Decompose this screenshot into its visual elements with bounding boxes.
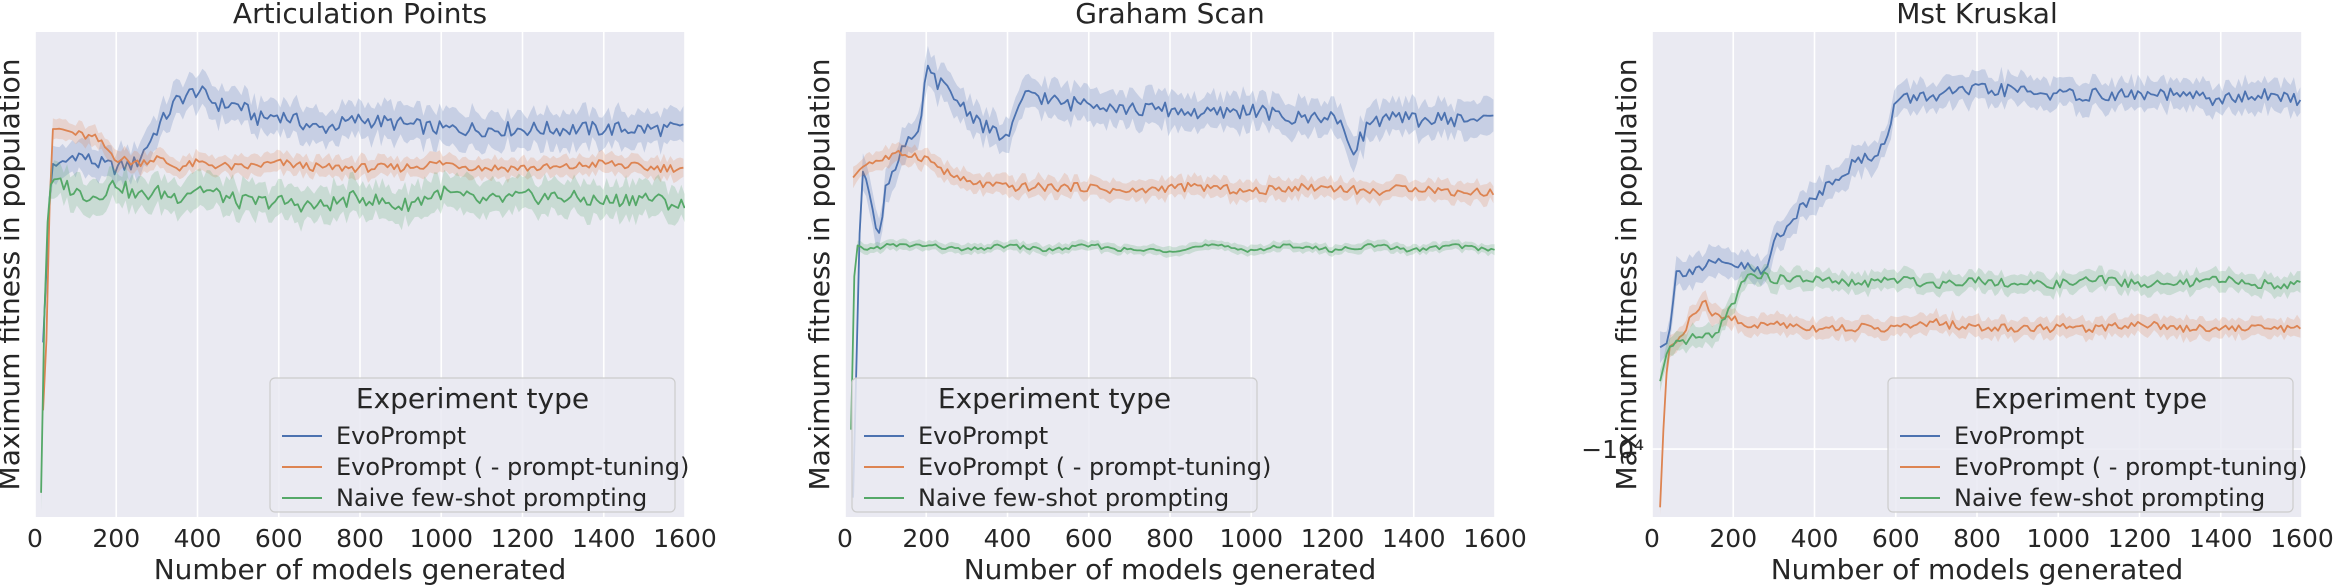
series-2 <box>1659 290 2301 516</box>
x-tick-label: 200 <box>92 524 140 553</box>
legend-entry: EvoPrompt <box>336 422 466 450</box>
x-tick-label: 1200 <box>2108 524 2172 553</box>
x-tick-label: 0 <box>837 524 853 553</box>
legend-title: Experiment type <box>356 382 589 415</box>
series-line <box>1659 82 2302 349</box>
x-tick-label: 200 <box>902 524 950 553</box>
x-tick-label: 400 <box>984 524 1032 553</box>
x-tick-label: 1000 <box>1219 524 1283 553</box>
series-1 <box>42 68 684 357</box>
legend-entry: EvoPrompt <box>1954 422 2084 450</box>
x-tick-label: 1400 <box>2189 524 2253 553</box>
confidence-band <box>1660 263 2301 393</box>
y-axis-label: Maximum fitness in population <box>803 59 836 491</box>
legend-title: Experiment type <box>1974 382 2207 415</box>
series-line <box>40 177 685 493</box>
legend-entry: EvoPrompt <box>918 422 1048 450</box>
series-line <box>852 149 1495 197</box>
series-1 <box>852 45 1494 513</box>
x-tick-label: 1400 <box>572 524 636 553</box>
x-axis-label: Number of models generated <box>154 553 567 586</box>
confidence-band <box>43 68 684 357</box>
series-line <box>852 64 1494 498</box>
series-3 <box>1659 263 2301 393</box>
confidence-band <box>1660 66 2301 364</box>
series-line <box>42 127 684 411</box>
series-2 <box>42 118 684 419</box>
legend: Experiment type EvoPrompt EvoPrompt ( - pr… <box>1887 377 2307 513</box>
legend-entry: EvoPrompt ( - prompt-tuning) <box>1954 453 2307 481</box>
x-tick-label: 800 <box>336 524 384 553</box>
y-tick-label: −10⁴ <box>1581 435 1644 464</box>
x-axis-label: Number of models generated <box>1771 553 2184 586</box>
legend-entry: Naive few-shot prompting <box>336 484 647 512</box>
legend-entry: EvoPrompt ( - prompt-tuning) <box>918 453 1271 481</box>
series-2 <box>852 141 1495 208</box>
x-axis-label: Number of models generated <box>964 553 1377 586</box>
legend: Experiment type EvoPrompt EvoPrompt ( - pr… <box>851 377 1271 513</box>
x-tick-label: 1000 <box>2026 524 2090 553</box>
x-tick-label: 600 <box>255 524 303 553</box>
y-axis-label: Maximum fitness in population <box>0 59 26 491</box>
x-tick-label: 1200 <box>491 524 555 553</box>
x-tick-label: 800 <box>1146 524 1194 553</box>
series-3 <box>40 160 685 512</box>
chart-title: Mst Kruskal <box>1896 0 2058 30</box>
x-tick-label: 1000 <box>409 524 473 553</box>
x-tick-label: 1600 <box>1463 524 1527 553</box>
chart-panel-2: Graham Scan 0 200 400 600 800 1000 1200 1400 1600… <box>803 0 1527 586</box>
x-tick-label: 400 <box>1791 524 1839 553</box>
x-tick-label: 800 <box>1953 524 2001 553</box>
x-tick-label: 600 <box>1872 524 1920 553</box>
legend-entry: Naive few-shot prompting <box>1954 484 2265 512</box>
legend: Experiment type EvoPrompt EvoPrompt ( - pr… <box>269 377 689 513</box>
x-tick-label: 1200 <box>1301 524 1365 553</box>
chart-title: Articulation Points <box>233 0 487 30</box>
y-axis-label: Maximum fitness in population <box>1610 59 1643 491</box>
series-line <box>850 243 1495 430</box>
x-tick-label: 1600 <box>653 524 717 553</box>
x-tick-label: 0 <box>27 524 43 553</box>
x-tick-label: 0 <box>1644 524 1660 553</box>
x-tick-label: 600 <box>1065 524 1113 553</box>
legend-frame <box>851 377 1258 513</box>
x-tick-label: 1600 <box>2270 524 2334 553</box>
series-line <box>42 85 684 343</box>
chart-panel-3: Mst Kruskal 0 200 400 600 800 1000 1200 1400 1600… <box>1581 0 2334 586</box>
x-tick-label: 1400 <box>1382 524 1446 553</box>
chart-title: Graham Scan <box>1075 0 1265 30</box>
series-line <box>1659 299 2301 508</box>
x-tick-label: 400 <box>174 524 222 553</box>
series-3 <box>850 238 1495 434</box>
series-1 <box>1659 66 2302 364</box>
legend-frame <box>269 377 676 513</box>
confidence-band <box>1660 290 2301 516</box>
legend-title: Experiment type <box>938 382 1171 415</box>
legend-entry: EvoPrompt ( - prompt-tuning) <box>336 453 689 481</box>
series-line <box>1659 271 2301 382</box>
chart-panel-1: Articulation Points 0 200 400 600 800 1000 1200… <box>0 0 717 586</box>
legend-frame <box>1887 377 2294 513</box>
x-tick-label: 200 <box>1709 524 1757 553</box>
legend-entry: Naive few-shot prompting <box>918 484 1229 512</box>
